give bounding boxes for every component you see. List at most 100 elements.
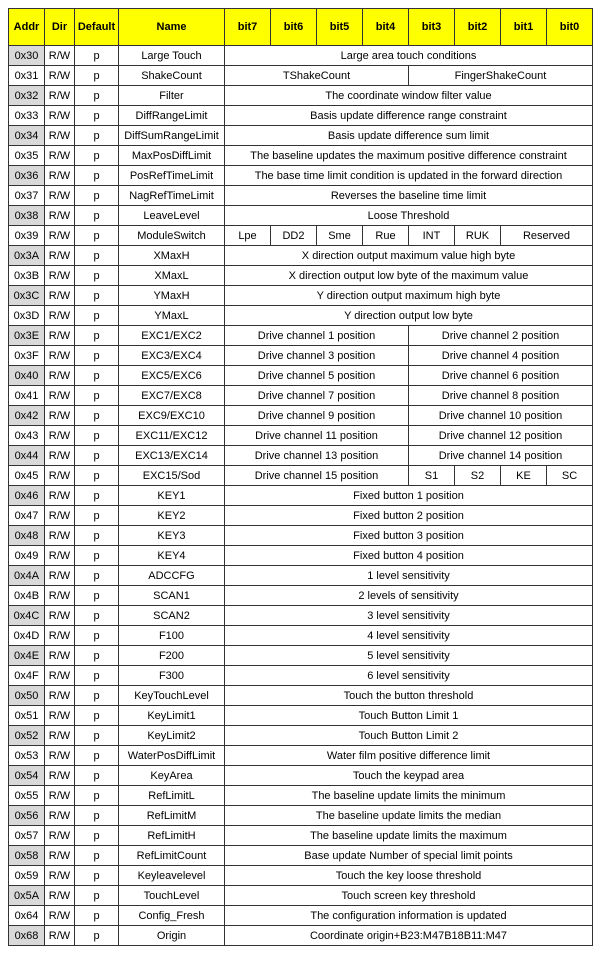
cell-bit: The configuration information is updated	[225, 906, 593, 926]
cell-dir: R/W	[45, 426, 75, 446]
cell-default: p	[75, 226, 119, 246]
cell-default: p	[75, 806, 119, 826]
table-row: 0x4ER/WpF2005 level sensitivity	[9, 646, 593, 666]
cell-bit: Touch screen key threshold	[225, 886, 593, 906]
cell-bit: Rue	[363, 226, 409, 246]
cell-addr: 0x4A	[9, 566, 45, 586]
cell-dir: R/W	[45, 626, 75, 646]
cell-bit: X direction output maximum value high by…	[225, 246, 593, 266]
table-row: 0x58R/WpRefLimitCountBase update Number …	[9, 846, 593, 866]
table-row: 0x54R/WpKeyAreaTouch the keypad area	[9, 766, 593, 786]
cell-name: KeyLimit1	[119, 706, 225, 726]
cell-addr: 0x3E	[9, 326, 45, 346]
cell-default: p	[75, 106, 119, 126]
cell-dir: R/W	[45, 206, 75, 226]
cell-bit: 4 level sensitivity	[225, 626, 593, 646]
cell-bit: Drive channel 13 position	[225, 446, 409, 466]
table-row: 0x35R/WpMaxPosDiffLimitThe baseline upda…	[9, 146, 593, 166]
cell-default: p	[75, 826, 119, 846]
cell-name: XMaxH	[119, 246, 225, 266]
cell-addr: 0x36	[9, 166, 45, 186]
cell-addr: 0x43	[9, 426, 45, 446]
cell-addr: 0x4F	[9, 666, 45, 686]
register-table: Addr Dir Default Name bit7 bit6 bit5 bit…	[8, 8, 593, 946]
cell-dir: R/W	[45, 466, 75, 486]
cell-default: p	[75, 546, 119, 566]
cell-name: SCAN1	[119, 586, 225, 606]
cell-default: p	[75, 746, 119, 766]
table-row: 0x3CR/WpYMaxHY direction output maximum …	[9, 286, 593, 306]
cell-default: p	[75, 626, 119, 646]
table-row: 0x4DR/WpF1004 level sensitivity	[9, 626, 593, 646]
cell-default: p	[75, 786, 119, 806]
cell-dir: R/W	[45, 386, 75, 406]
cell-addr: 0x50	[9, 686, 45, 706]
cell-dir: R/W	[45, 306, 75, 326]
cell-bit: Touch Button Limit 1	[225, 706, 593, 726]
cell-name: YMaxH	[119, 286, 225, 306]
cell-name: MaxPosDiffLimit	[119, 146, 225, 166]
cell-default: p	[75, 906, 119, 926]
table-row: 0x30R/WpLarge TouchLarge area touch cond…	[9, 46, 593, 66]
header-bit4: bit4	[363, 9, 409, 46]
table-row: 0x43R/WpEXC11/EXC12Drive channel 11 posi…	[9, 426, 593, 446]
cell-dir: R/W	[45, 686, 75, 706]
cell-addr: 0x3F	[9, 346, 45, 366]
cell-dir: R/W	[45, 86, 75, 106]
cell-addr: 0x4D	[9, 626, 45, 646]
cell-bit: Y direction output maximum high byte	[225, 286, 593, 306]
cell-dir: R/W	[45, 286, 75, 306]
table-row: 0x36R/WpPosRefTimeLimitThe base time lim…	[9, 166, 593, 186]
table-row: 0x49R/WpKEY4Fixed button 4 position	[9, 546, 593, 566]
cell-bit: Reverses the baseline time limit	[225, 186, 593, 206]
cell-bit: The baseline update limits the minimum	[225, 786, 593, 806]
cell-bit: The baseline update limits the maximum	[225, 826, 593, 846]
cell-bit: FingerShakeCount	[409, 66, 593, 86]
cell-addr: 0x54	[9, 766, 45, 786]
cell-bit: Touch the button threshold	[225, 686, 593, 706]
cell-name: EXC13/EXC14	[119, 446, 225, 466]
cell-dir: R/W	[45, 226, 75, 246]
cell-default: p	[75, 446, 119, 466]
cell-addr: 0x53	[9, 746, 45, 766]
cell-dir: R/W	[45, 446, 75, 466]
header-dir: Dir	[45, 9, 75, 46]
cell-bit: Drive channel 14 position	[409, 446, 593, 466]
cell-dir: R/W	[45, 66, 75, 86]
cell-default: p	[75, 86, 119, 106]
cell-name: DiffRangeLimit	[119, 106, 225, 126]
table-row: 0x4AR/WpADCCFG1 level sensitivity	[9, 566, 593, 586]
cell-dir: R/W	[45, 726, 75, 746]
cell-name: KeyArea	[119, 766, 225, 786]
header-bit1: bit1	[501, 9, 547, 46]
cell-name: WaterPosDiffLimit	[119, 746, 225, 766]
cell-bit: Drive channel 8 position	[409, 386, 593, 406]
cell-bit: Reserved	[501, 226, 593, 246]
cell-default: p	[75, 246, 119, 266]
cell-name: YMaxL	[119, 306, 225, 326]
cell-dir: R/W	[45, 866, 75, 886]
table-row: 0x3AR/WpXMaxHX direction output maximum …	[9, 246, 593, 266]
cell-bit: TShakeCount	[225, 66, 409, 86]
cell-addr: 0x68	[9, 926, 45, 946]
cell-bit: Fixed button 1 position	[225, 486, 593, 506]
cell-default: p	[75, 166, 119, 186]
cell-addr: 0x55	[9, 786, 45, 806]
cell-bit: Base update Number of special limit poin…	[225, 846, 593, 866]
cell-bit: Drive channel 15 position	[225, 466, 409, 486]
cell-name: EXC15/Sod	[119, 466, 225, 486]
cell-bit: The baseline updates the maximum positiv…	[225, 146, 593, 166]
table-row: 0x4FR/WpF3006 level sensitivity	[9, 666, 593, 686]
table-row: 0x59R/WpKeyleavelevelTouch the key loose…	[9, 866, 593, 886]
cell-addr: 0x44	[9, 446, 45, 466]
cell-bit: SC	[547, 466, 593, 486]
cell-addr: 0x3C	[9, 286, 45, 306]
cell-dir: R/W	[45, 886, 75, 906]
cell-bit: RUK	[455, 226, 501, 246]
table-row: 0x47R/WpKEY2Fixed button 2 position	[9, 506, 593, 526]
table-row: 0x42R/WpEXC9/EXC10Drive channel 9 positi…	[9, 406, 593, 426]
cell-name: TouchLevel	[119, 886, 225, 906]
cell-default: p	[75, 386, 119, 406]
cell-name: RefLimitCount	[119, 846, 225, 866]
cell-name: KEY2	[119, 506, 225, 526]
